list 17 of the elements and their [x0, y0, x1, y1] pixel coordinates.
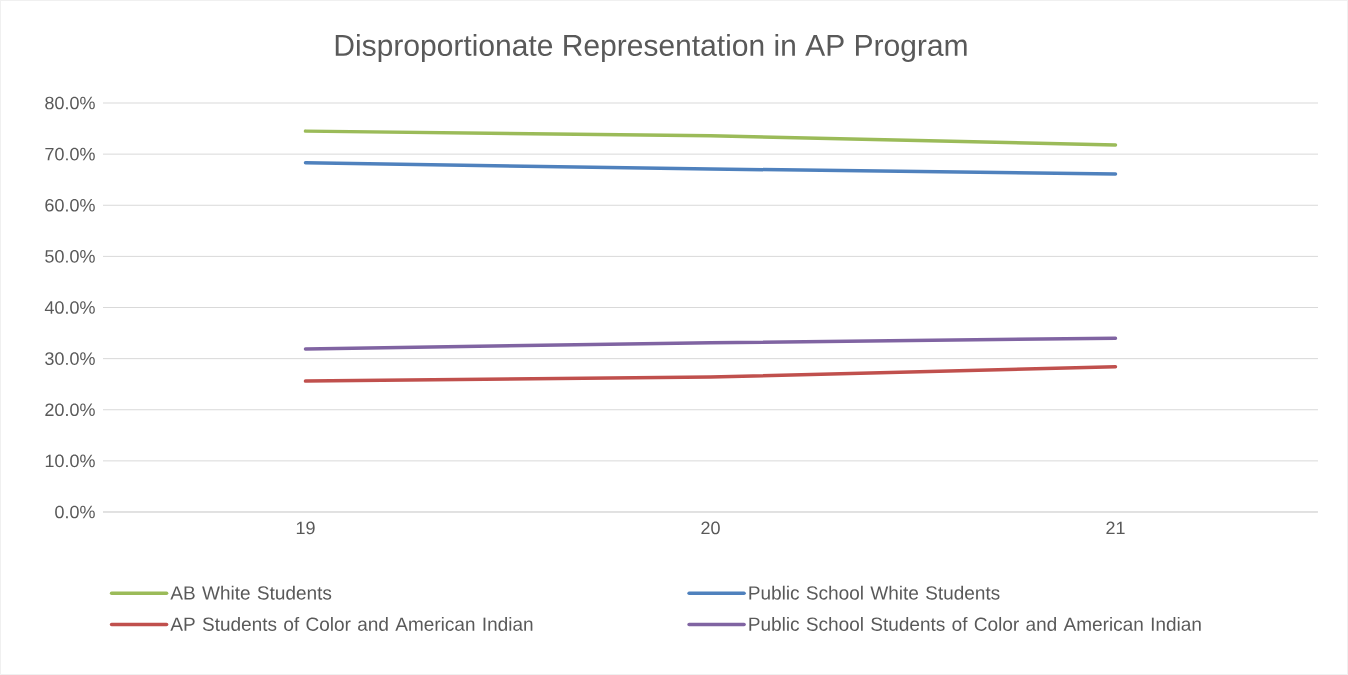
x-tick-label: 20: [701, 521, 720, 535]
legend-label: Public School Students of Color and American Indian: [749, 616, 1201, 631]
legend-label: Public School White Students: [749, 585, 1000, 600]
x-tick-label: 19: [296, 521, 315, 535]
y-tick-label: 20.0%: [45, 403, 95, 417]
y-tick-label: 0.0%: [55, 505, 95, 519]
chart-title: Disproportionate Representation in AP Program: [335, 34, 967, 62]
legend-label: AP Students of Color and American Indian: [170, 616, 533, 631]
y-tick-label: 60.0%: [45, 198, 95, 212]
y-tick-label: 10.0%: [45, 454, 95, 468]
x-tick-label: 21: [1106, 521, 1125, 535]
y-tick-label: 40.0%: [44, 301, 95, 314]
legend-label: AB White Students: [170, 585, 332, 600]
y-tick-label: 70.0%: [45, 147, 95, 161]
y-tick-label: 30.0%: [45, 352, 95, 365]
y-tick-label: 80.0%: [45, 96, 95, 110]
y-tick-label: 50.0%: [45, 250, 95, 263]
